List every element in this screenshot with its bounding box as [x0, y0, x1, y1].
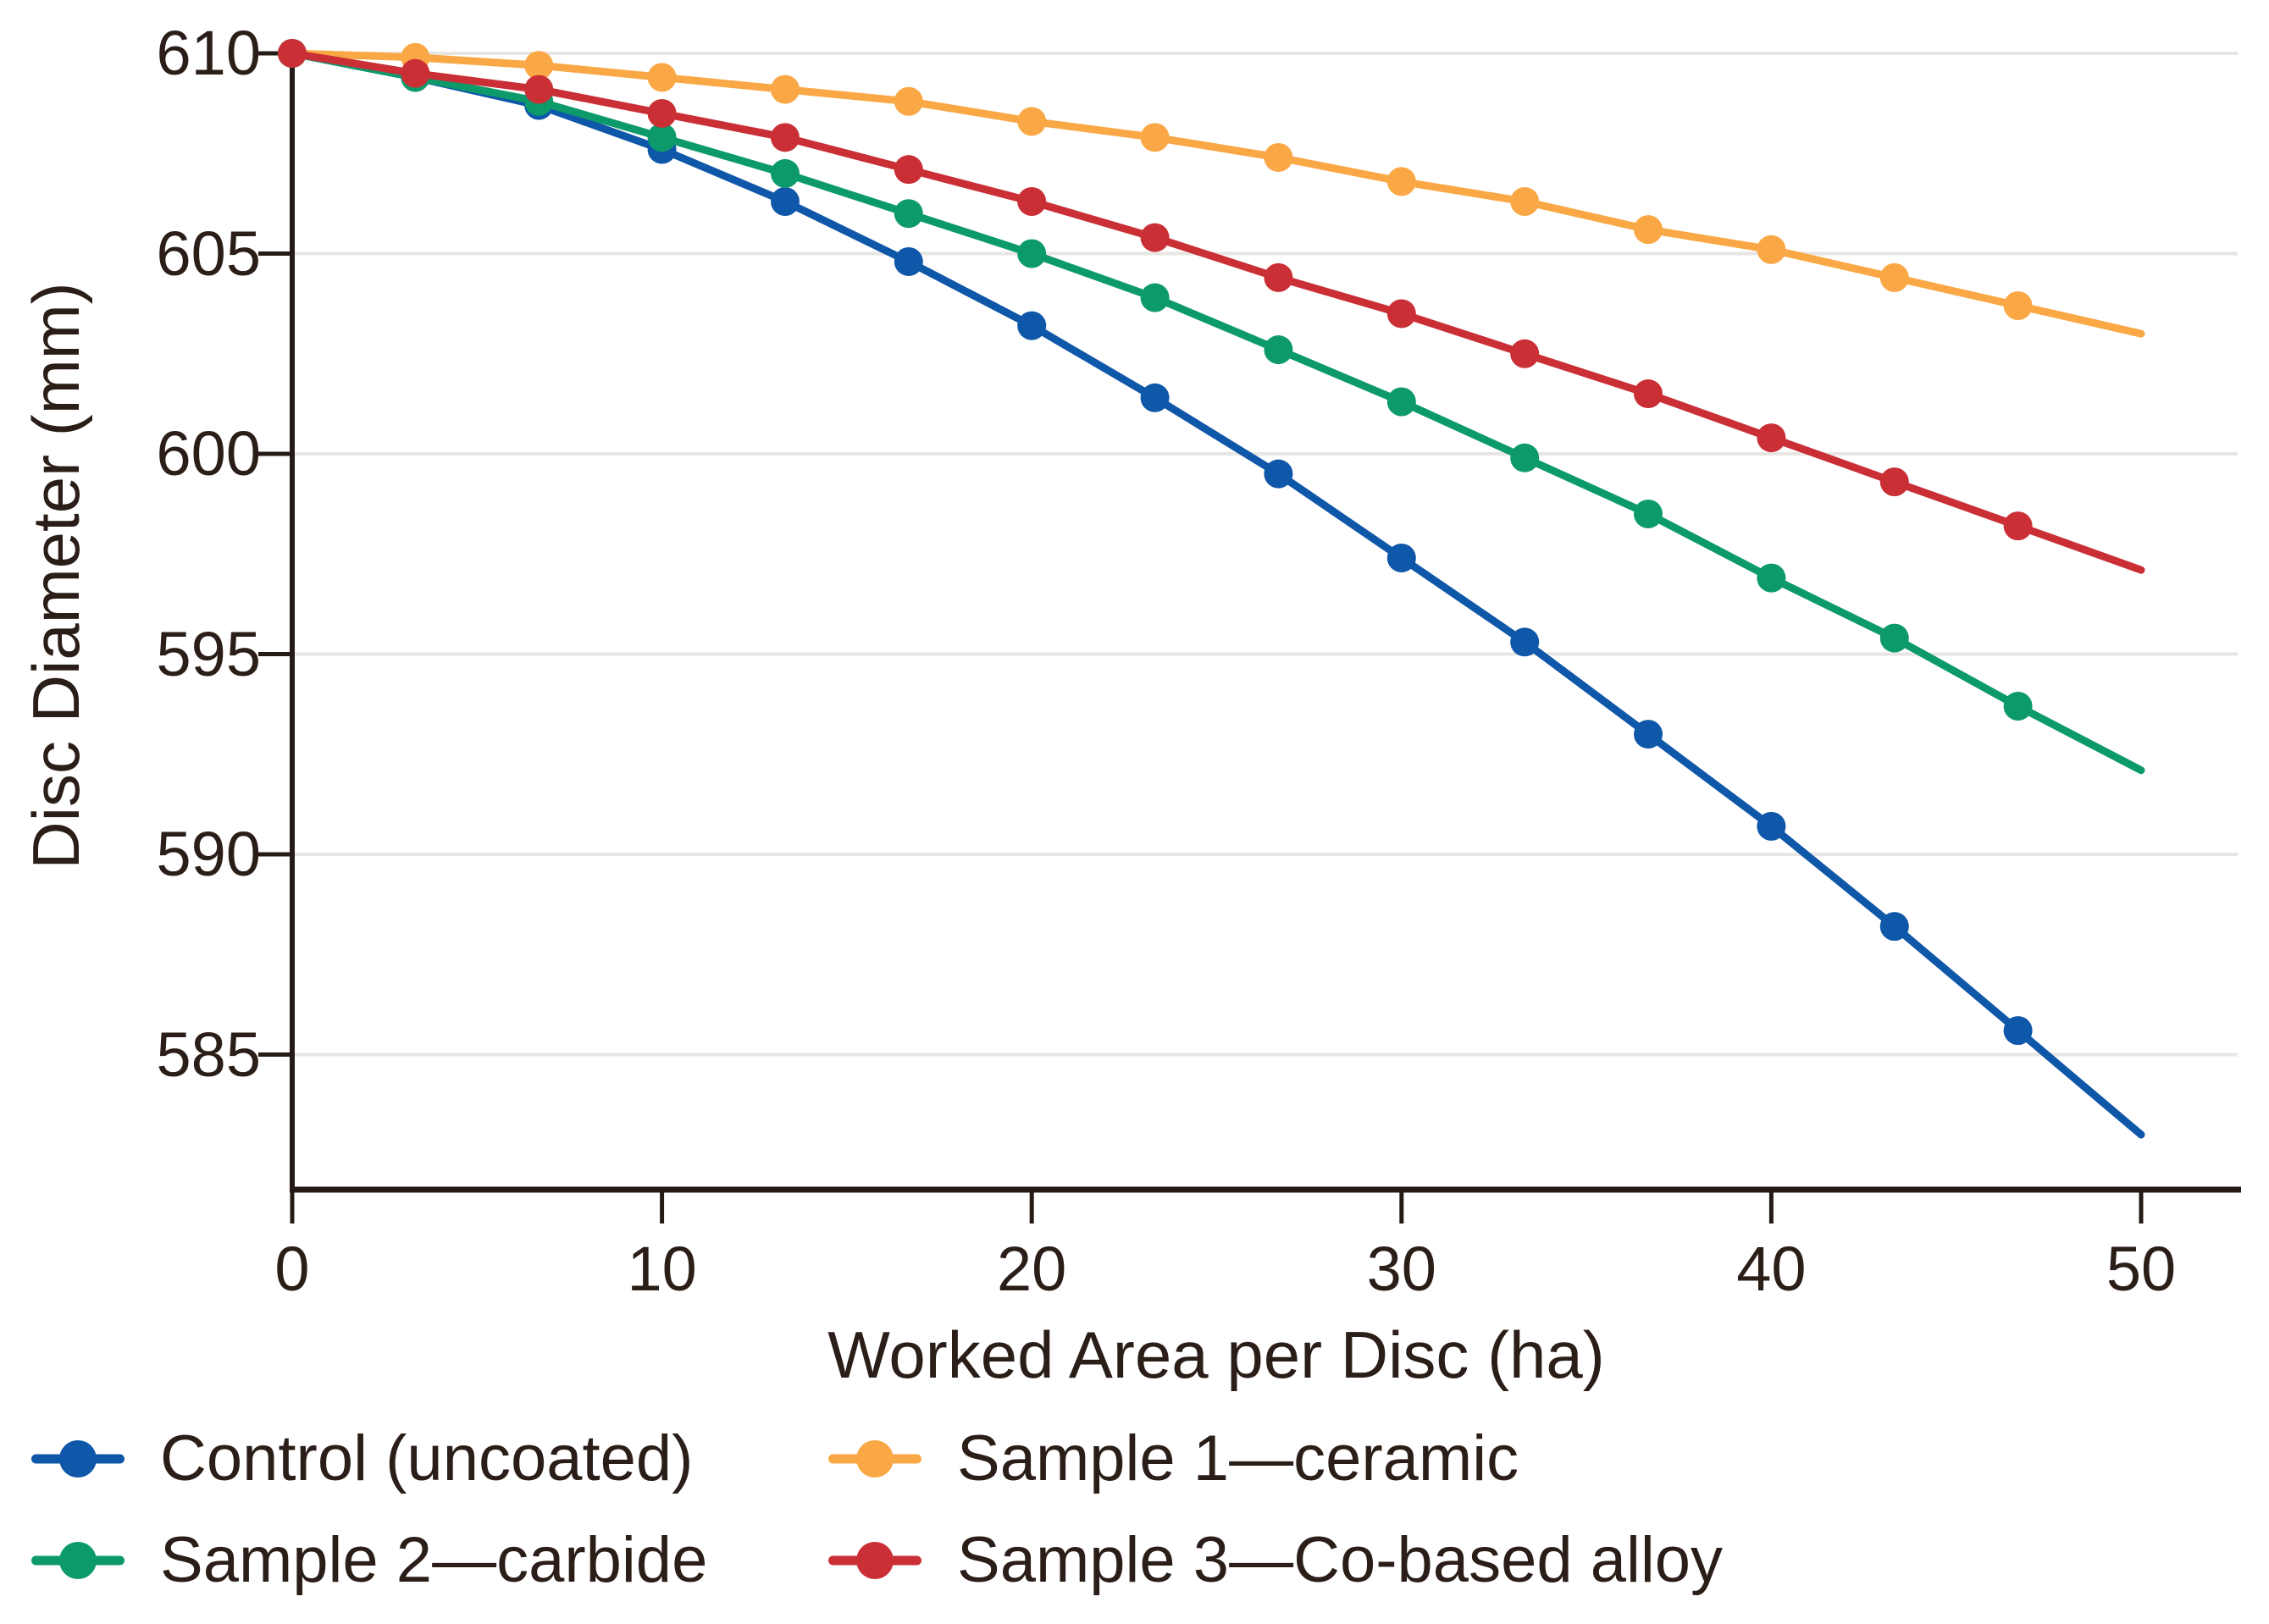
- marker-ceramic: [1510, 187, 1540, 217]
- line-control: [288, 49, 2145, 1139]
- y-tick-label-610: 610: [156, 18, 261, 88]
- marker-carbide: [2003, 691, 2033, 721]
- legend-item-carbide: Sample 2—carbide: [31, 1527, 707, 1594]
- marker-co_alloy: [1140, 223, 1170, 252]
- marker-control: [1017, 311, 1047, 340]
- marker-co_alloy: [524, 75, 554, 104]
- marker-ceramic: [647, 63, 677, 92]
- marker-carbide: [1264, 335, 1293, 365]
- x-tick-label-30: 30: [1366, 1234, 1436, 1304]
- marker-ceramic: [1264, 142, 1293, 172]
- marker-co_alloy: [647, 98, 677, 128]
- marker-control: [1510, 627, 1540, 657]
- marker-control: [2003, 1016, 2033, 1046]
- legend-marker-icon: [828, 1540, 921, 1581]
- x-tick-label-20: 20: [997, 1234, 1067, 1304]
- marker-co_alloy: [1386, 299, 1416, 329]
- line-ceramic: [288, 49, 2145, 338]
- marker-ceramic: [1879, 262, 1909, 292]
- y-tick-label-605: 605: [156, 218, 261, 289]
- marker-co_alloy: [1017, 187, 1047, 217]
- x-tick-label-50: 50: [2106, 1234, 2177, 1304]
- marker-co_alloy: [894, 155, 923, 185]
- legend-marker-icon: [31, 1439, 125, 1479]
- marker-co_alloy: [1510, 339, 1540, 368]
- y-tick-label-590: 590: [156, 819, 261, 889]
- marker-carbide: [1140, 283, 1170, 312]
- marker-ceramic: [2003, 290, 2033, 320]
- marker-carbide: [1879, 623, 1909, 653]
- marker-co_alloy: [1757, 423, 1786, 453]
- y-tick-label-600: 600: [156, 418, 261, 489]
- y-axis-title: Disc Diameter (mm): [19, 282, 93, 870]
- legend-marker-icon: [31, 1540, 125, 1581]
- marker-co_alloy: [770, 123, 800, 152]
- x-axis-title: Worked Area per Disc (ha): [827, 1317, 1605, 1392]
- marker-control: [894, 246, 923, 276]
- marker-ceramic: [894, 86, 923, 116]
- legend-item-control: Control (uncoated): [31, 1425, 693, 1493]
- marker-ceramic: [524, 51, 554, 80]
- legend-label: Sample 2—carbide: [160, 1524, 708, 1596]
- legend-dot: [59, 1542, 97, 1579]
- marker-carbide: [1510, 443, 1540, 472]
- line-co_alloy: [288, 49, 2145, 574]
- marker-carbide: [647, 123, 677, 152]
- legend-item-co_alloy: Sample 3—Co-based alloy: [828, 1527, 1723, 1594]
- marker-carbide: [770, 158, 800, 188]
- line-carbide: [288, 49, 2145, 775]
- marker-co_alloy: [1634, 379, 1663, 409]
- legend-dot: [59, 1440, 97, 1478]
- marker-control: [1140, 383, 1170, 412]
- marker-control: [1634, 720, 1663, 749]
- legend-label: Sample 1—ceramic: [957, 1422, 1519, 1494]
- legend-dot: [856, 1542, 894, 1579]
- marker-ceramic: [1140, 123, 1170, 152]
- marker-ceramic: [1757, 235, 1786, 264]
- marker-ceramic: [1017, 107, 1047, 136]
- y-tick-label-585: 585: [156, 1019, 261, 1090]
- marker-ceramic: [1386, 167, 1416, 196]
- marker-carbide: [1017, 239, 1047, 268]
- marker-carbide: [1386, 387, 1416, 417]
- marker-co_alloy: [278, 39, 307, 68]
- marker-carbide: [1634, 499, 1663, 528]
- marker-co_alloy: [1879, 467, 1909, 497]
- marker-control: [1386, 543, 1416, 572]
- legend-item-ceramic: Sample 1—ceramic: [828, 1425, 1519, 1493]
- marker-co_alloy: [2003, 511, 2033, 541]
- marker-control: [1757, 811, 1786, 841]
- marker-ceramic: [770, 75, 800, 104]
- x-tick-label-0: 0: [274, 1234, 310, 1304]
- marker-co_alloy: [401, 58, 430, 88]
- marker-co_alloy: [1264, 262, 1293, 292]
- marker-carbide: [1757, 563, 1786, 593]
- x-tick-label-40: 40: [1736, 1234, 1807, 1304]
- marker-control: [1879, 912, 1909, 942]
- legend-dot: [856, 1440, 894, 1478]
- x-tick-label-10: 10: [627, 1234, 697, 1304]
- legend-label: Sample 3—Co-based alloy: [957, 1524, 1724, 1596]
- marker-carbide: [894, 199, 923, 229]
- marker-ceramic: [1634, 215, 1663, 245]
- legend-label: Control (uncoated): [160, 1422, 694, 1494]
- marker-control: [770, 187, 800, 217]
- y-tick-label-595: 595: [156, 618, 261, 689]
- legend-marker-icon: [828, 1439, 921, 1479]
- marker-control: [1264, 459, 1293, 489]
